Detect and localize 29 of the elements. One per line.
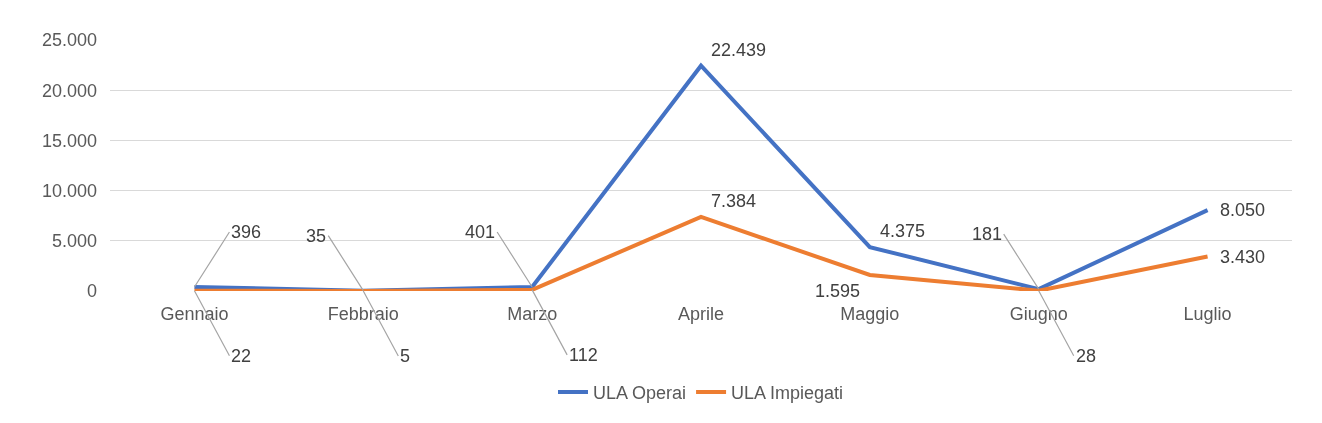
data-label: 181: [972, 224, 1003, 244]
y-tick-label: 25.000: [41, 30, 97, 51]
data-label: 401: [465, 222, 496, 242]
x-tick-label: Luglio: [1183, 304, 1232, 324]
x-tick-label: Marzo: [507, 304, 558, 324]
data-label: 1.595: [815, 281, 861, 301]
legend-label: ULA Impiegati: [731, 383, 844, 404]
data-label: 8.050: [1220, 200, 1266, 220]
x-tick-label: Aprile: [677, 304, 725, 324]
data-label: 396: [231, 222, 262, 242]
data-label: 22: [231, 346, 252, 366]
data-label: 5: [400, 346, 411, 366]
x-tick-label: Gennaio: [160, 304, 229, 324]
data-label: 28: [1076, 346, 1097, 366]
x-tick-label: Maggio: [840, 304, 900, 324]
legend-label: ULA Operai: [593, 383, 687, 404]
y-tick-label: 10.000: [41, 180, 97, 201]
y-tick-label: 15.000: [41, 130, 97, 151]
data-label: 112: [569, 345, 598, 365]
y-tick-label: 0: [86, 281, 97, 302]
data-label: 35: [306, 226, 327, 246]
data-label: 3.430: [1220, 247, 1266, 267]
x-tick-label: Febbraio: [327, 304, 399, 324]
y-tick-label: 5.000: [51, 231, 97, 252]
data-label: 22.439: [711, 40, 767, 60]
y-tick-label: 20.000: [41, 80, 97, 101]
data-label: 4.375: [880, 221, 926, 241]
x-tick-label: Giugno: [1009, 304, 1068, 324]
data-label: 7.384: [711, 191, 757, 211]
